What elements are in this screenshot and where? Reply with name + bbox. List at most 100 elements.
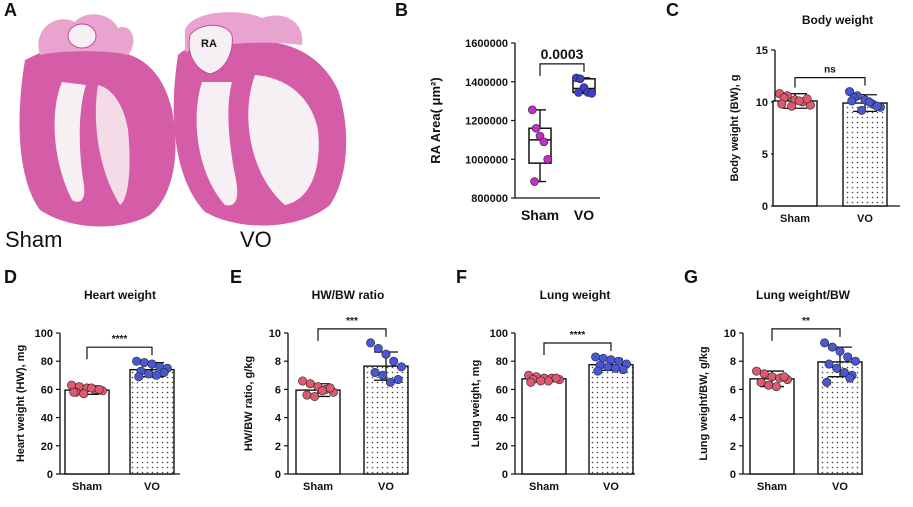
panel-a-label: A	[4, 0, 17, 20]
chart-title: Body weight	[802, 13, 873, 27]
y-tick-label: 40	[496, 413, 508, 425]
data-point	[756, 377, 766, 387]
y-tick-label: 6	[730, 384, 736, 396]
bar-vo	[842, 102, 888, 207]
data-point	[381, 349, 391, 359]
y-tick-label: 4	[275, 413, 282, 425]
data-point	[298, 376, 308, 386]
data-point	[845, 87, 855, 97]
data-point	[385, 377, 395, 387]
y-tick-label: 40	[41, 413, 53, 425]
chart-title: Lung weight/BW	[756, 288, 851, 302]
y-tick-label: 20	[496, 441, 508, 453]
y-tick-label: 8	[730, 356, 736, 368]
y-tick-label: 4	[730, 413, 737, 425]
y-tick-label: 1600000	[465, 38, 508, 50]
data-point	[551, 373, 561, 383]
significance-bracket	[86, 346, 153, 360]
data-point	[802, 94, 812, 104]
sham-vessel-lumen	[67, 23, 97, 49]
data-point	[824, 359, 834, 369]
data-point	[752, 366, 762, 376]
data-point	[843, 352, 853, 362]
x-category-label: Sham	[303, 481, 333, 493]
y-tick-label: 800000	[471, 193, 508, 205]
bar-vo	[129, 368, 175, 475]
data-point	[543, 154, 553, 164]
data-point	[305, 379, 315, 389]
sham-heart-image: Sham	[5, 14, 176, 252]
y-tick-label: 60	[496, 384, 508, 396]
data-point	[850, 356, 860, 366]
significance-bracket	[794, 77, 866, 88]
panel-g-label: G	[684, 267, 698, 287]
data-point	[310, 391, 320, 401]
x-category-label: VO	[603, 481, 619, 493]
data-point	[618, 365, 628, 375]
data-point	[94, 384, 104, 394]
chart-title: Heart weight	[84, 288, 156, 302]
x-category-label: Sham	[757, 481, 787, 493]
y-tick-label: 0	[502, 469, 508, 481]
bar-sham	[64, 389, 110, 475]
significance-bracket	[543, 342, 612, 355]
bar-vo	[588, 364, 634, 475]
panel-a: A Sham RA VO	[4, 0, 347, 252]
data-point	[575, 74, 585, 84]
significance-bracket	[317, 328, 387, 341]
data-point	[593, 366, 603, 376]
data-point	[536, 376, 546, 386]
significance-label: **	[802, 316, 810, 327]
sham-right-ventricle-lumen	[54, 82, 86, 202]
chart-title: HW/BW ratio	[312, 288, 385, 302]
data-point	[389, 356, 399, 366]
significance-label: 0.0003	[541, 46, 584, 62]
panel-b-chart: B 800000 1000000 1200000 1400000 1600000 RA Ar…	[395, 0, 600, 223]
data-point	[370, 367, 380, 377]
y-tick-label: 80	[496, 356, 508, 368]
y-tick-label: 2	[275, 441, 281, 453]
x-category-label: VO	[144, 481, 160, 493]
y-tick-label: 2	[730, 441, 736, 453]
panel-f-label: F	[456, 267, 467, 287]
bar-sham	[772, 100, 818, 207]
data-point	[587, 89, 597, 98]
data-point	[864, 97, 874, 107]
y-tick-label: 100	[490, 328, 508, 340]
y-tick-label: 0	[762, 201, 768, 213]
x-category-label: Sham	[780, 213, 810, 225]
vo-right-atrium	[188, 24, 233, 75]
y-axis-label: RA Area( μm²)	[428, 77, 443, 163]
x-category-label: VO	[378, 481, 394, 493]
significance-label: ns	[824, 65, 836, 76]
y-axis-label: HW/BW ratio, g/kg	[243, 356, 255, 451]
data-point	[603, 362, 613, 372]
y-tick-label: 0	[47, 469, 53, 481]
panel-g-chart: G Lung weight/BW 0 2 4 6 8 10 Lung weight/BW, g/…	[684, 267, 863, 493]
significance-bracket	[539, 63, 585, 76]
panel-e-label: E	[230, 267, 242, 287]
y-axis-label: Lung weight/BW, g/kg	[698, 346, 710, 460]
data-point	[872, 101, 882, 111]
chart-title: Lung weight	[540, 288, 611, 302]
data-point	[396, 362, 406, 372]
data-point	[847, 96, 857, 106]
data-point	[134, 372, 144, 382]
significance-label: ****	[570, 330, 586, 341]
data-point	[764, 380, 774, 390]
sham-caption: Sham	[5, 227, 62, 252]
panel-c-chart: C Body weight 0 5 10 15 Body weight (BW), g Sha…	[666, 0, 900, 225]
data-point	[845, 373, 855, 383]
vo-left-ventricle-lumen	[248, 75, 319, 205]
panel-d-chart: D Heart weight 0 20 40 60 80 100 Heart weight (H…	[4, 267, 180, 493]
y-tick-label: 8	[275, 356, 281, 368]
sham-left-ventricle-lumen	[95, 85, 130, 205]
data-point	[317, 386, 327, 396]
data-point	[144, 369, 154, 379]
data-point	[610, 363, 620, 373]
data-point	[787, 101, 797, 111]
data-point	[591, 352, 601, 362]
data-point	[759, 369, 769, 379]
significance-bracket	[771, 328, 841, 341]
